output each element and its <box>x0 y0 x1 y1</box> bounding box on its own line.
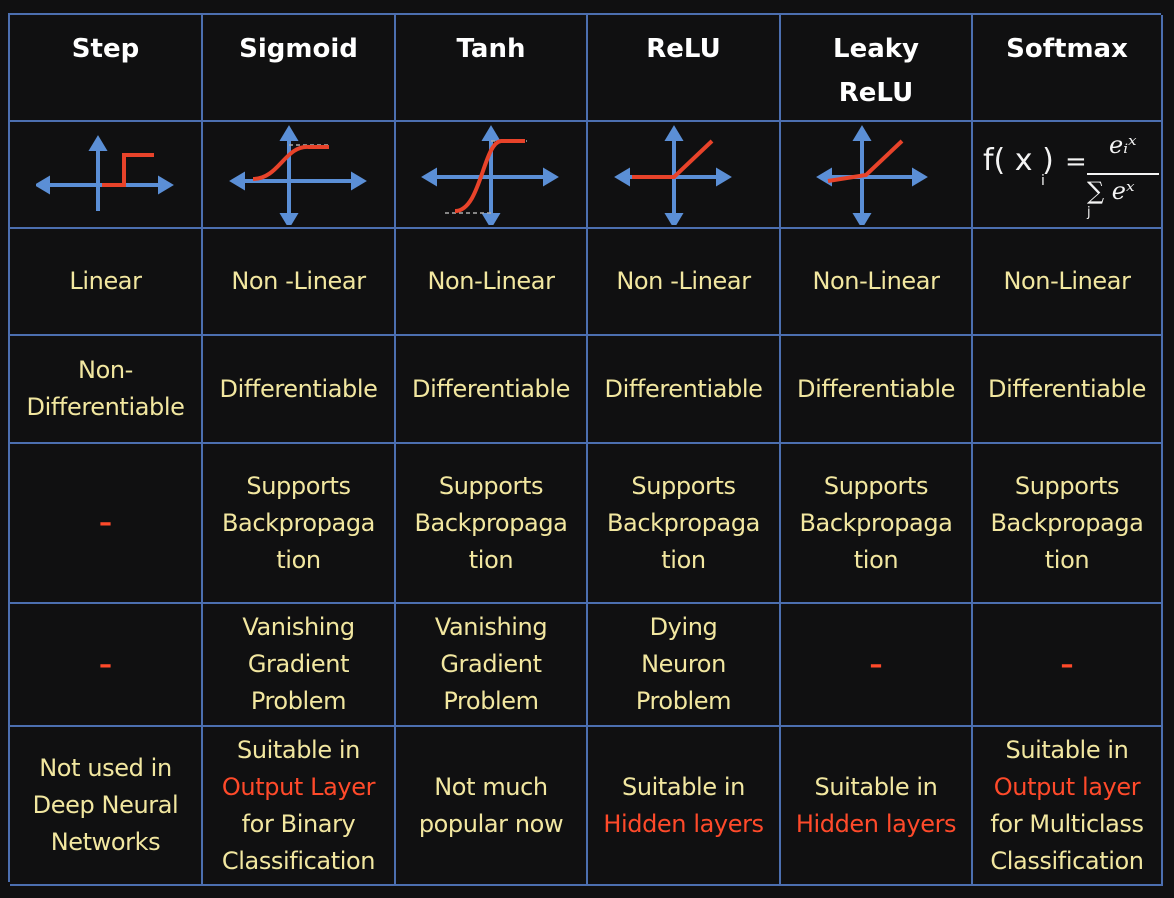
graph-cell-tanh <box>396 122 588 229</box>
graph-cell-relu <box>588 122 781 229</box>
usage-relu: Suitable in Hidden layers <box>588 727 781 886</box>
differentiability-step: Non- Differentiable <box>10 336 203 444</box>
formula-equals: = <box>1065 146 1087 177</box>
problem-leaky-relu: – <box>781 604 973 727</box>
softmax-formula: f( x ) i = eᵢˣ ∑ eˣ j <box>975 125 1159 225</box>
usage-tanh: Not much popular now <box>396 727 588 886</box>
differentiability-sigmoid: Differentiable <box>203 336 396 444</box>
activation-functions-table: Step Sigmoid Tanh ReLU Leaky ReLU Softma… <box>8 13 1163 886</box>
highlight-hidden-layers: Hidden layers <box>603 809 764 838</box>
formula-fraction-bar <box>1087 172 1159 175</box>
softmax-formula-cell: f( x ) i = eᵢˣ ∑ eˣ j <box>973 122 1163 229</box>
problem-relu: Dying Neuron Problem <box>588 604 781 727</box>
differentiability-softmax: Differentiable <box>973 336 1163 444</box>
linearity-tanh: Non-Linear <box>396 229 588 336</box>
backprop-tanh: Supports Backpropaga tion <box>396 444 588 604</box>
linearity-relu: Non -Linear <box>588 229 781 336</box>
highlight-output-layer: Output layer <box>993 772 1141 801</box>
backprop-sigmoid: Supports Backpropaga tion <box>203 444 396 604</box>
header-softmax: Softmax <box>973 15 1163 122</box>
formula-lhs-subscript: i <box>1041 172 1045 189</box>
usage-leaky-relu: Suitable in Hidden layers <box>781 727 973 886</box>
differentiability-tanh: Differentiable <box>396 336 588 444</box>
step-graph-icon <box>35 134 174 211</box>
header-tanh: Tanh <box>396 15 588 122</box>
formula-lhs: f( x ) <box>983 142 1054 178</box>
formula-numerator: eᵢˣ <box>1109 130 1137 159</box>
header-sigmoid: Sigmoid <box>203 15 396 122</box>
backprop-step: – <box>10 444 203 604</box>
usage-sigmoid: Suitable in Output Layer for Binary Clas… <box>203 727 396 886</box>
usage-step: Not used in Deep Neural Networks <box>10 727 203 886</box>
problem-softmax: – <box>973 604 1163 727</box>
usage-softmax: Suitable in Output layer for Multiclass … <box>973 727 1163 886</box>
leaky-relu-graph-icon <box>816 124 928 225</box>
problem-step: – <box>10 604 203 727</box>
relu-graph-icon <box>613 124 732 225</box>
sigmoid-graph-icon <box>228 124 367 225</box>
backprop-relu: Supports Backpropaga tion <box>588 444 781 604</box>
graph-cell-sigmoid <box>203 122 396 229</box>
problem-sigmoid: Vanishing Gradient Problem <box>203 604 396 727</box>
formula-denominator-subscript: j <box>1087 204 1091 220</box>
graph-cell-leaky-relu <box>781 122 973 229</box>
linearity-sigmoid: Non -Linear <box>203 229 396 336</box>
linearity-leaky-relu: Non-Linear <box>781 229 973 336</box>
header-step: Step <box>10 15 203 122</box>
header-relu: ReLU <box>588 15 781 122</box>
highlight-output-layer: Output Layer <box>221 772 376 801</box>
header-leaky-relu: Leaky ReLU <box>781 15 973 122</box>
backprop-softmax: Supports Backpropaga tion <box>973 444 1163 604</box>
problem-tanh: Vanishing Gradient Problem <box>396 604 588 727</box>
backprop-leaky-relu: Supports Backpropaga tion <box>781 444 973 604</box>
formula-denominator: ∑ eˣ <box>1087 176 1135 205</box>
differentiability-relu: Differentiable <box>588 336 781 444</box>
highlight-hidden-layers: Hidden layers <box>795 809 957 838</box>
differentiability-leaky-relu: Differentiable <box>781 336 973 444</box>
graph-cell-step <box>10 122 203 229</box>
linearity-step: Linear <box>10 229 203 336</box>
tanh-graph-icon <box>421 124 559 225</box>
linearity-softmax: Non-Linear <box>973 229 1163 336</box>
